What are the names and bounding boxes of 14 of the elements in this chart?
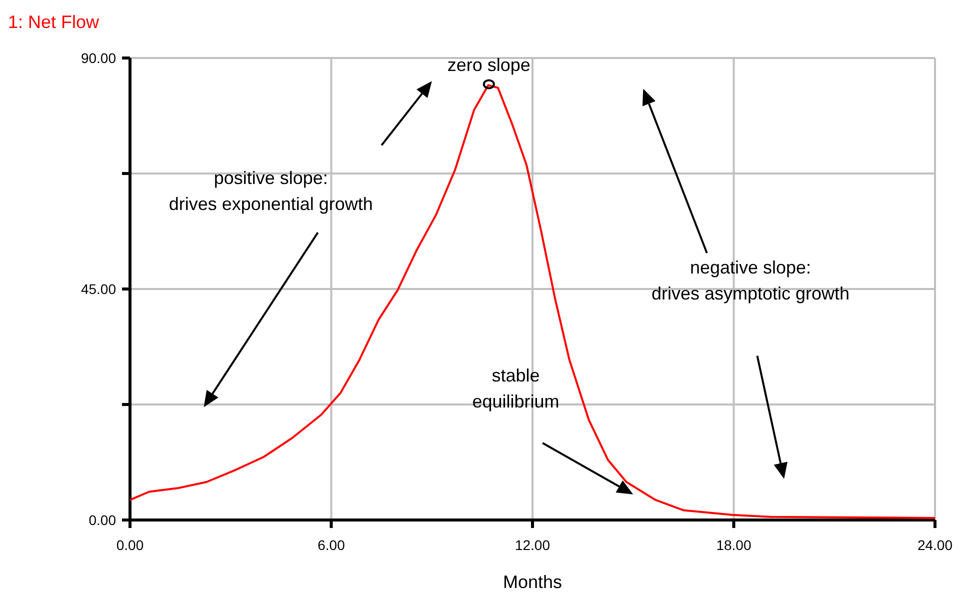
x-tick-label: 12.00 (514, 537, 550, 553)
x-tick-label: 18.00 (716, 537, 752, 553)
y-tick-label: 0.00 (88, 512, 116, 528)
y-tick-label: 45.00 (80, 280, 116, 297)
y-tick-label: 90.00 (80, 50, 116, 66)
annotation: zero slope (447, 54, 530, 75)
annotation: stable equilibrium (472, 365, 560, 412)
x-tick-label: 0.00 (116, 537, 144, 553)
x-tick-label: 24.00 (917, 537, 953, 553)
x-axis-title: Months (502, 572, 562, 592)
annotation: positive slope: drives exponential growth (168, 168, 373, 214)
x-tick-label: 6.00 (318, 537, 346, 553)
text: 1: Net Flow (8, 12, 100, 32)
annotation: negative slope: drives asymptotic growth (651, 258, 850, 304)
